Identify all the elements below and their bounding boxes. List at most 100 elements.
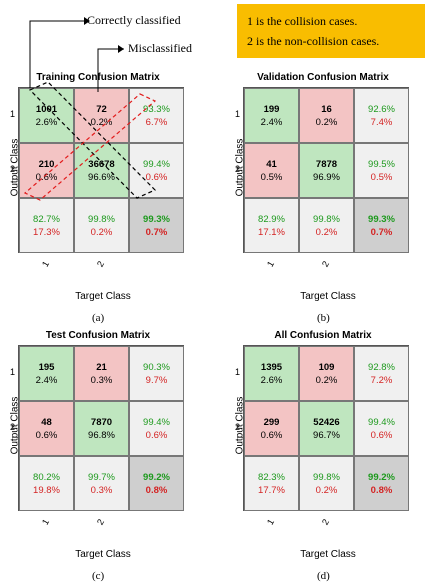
cell-percent: 0.3%: [90, 374, 113, 386]
cell-error: 0.2%: [315, 484, 338, 496]
cell-percent: 0.2%: [90, 116, 113, 128]
matrix-cell: 99.2% 0.8%: [129, 456, 184, 511]
cell-error: 6.7%: [145, 116, 168, 128]
cell-percent: 0.2%: [315, 116, 338, 128]
y-tick-label: 1: [10, 367, 16, 377]
cell-count: 199: [263, 103, 280, 115]
cell-error: 0.2%: [90, 226, 113, 238]
matrix-cell: 36678 96.6%: [74, 143, 129, 198]
cell-percent: 0.5%: [260, 171, 283, 183]
annotation-misclassified: Misclassified: [128, 41, 192, 55]
y-tick-label: 2: [235, 164, 241, 174]
matrix-cell: 90.3% 9.7%: [129, 346, 184, 401]
cell-error: 0.6%: [145, 429, 168, 441]
cell-count: 52426: [313, 416, 340, 428]
matrix-cell: 99.3% 0.7%: [129, 198, 184, 253]
legend-line-1: 1 is the collision cases.: [247, 14, 358, 28]
annotation-overlay: [23, 17, 157, 201]
matrix-cell: 7870 96.8%: [74, 401, 129, 456]
cell-accuracy: 82.3%: [258, 471, 285, 483]
panel-title: Test Confusion Matrix: [45, 330, 151, 341]
dashed-box-correct-diagonal: [28, 81, 157, 199]
cell-count: 109: [318, 361, 335, 373]
matrix-cell: 21 0.3%: [74, 346, 129, 401]
x-axis-label: Target Class: [75, 549, 131, 560]
matrix-cell: 1395 2.6%: [244, 346, 299, 401]
matrix-cell: 92.6% 7.4%: [354, 88, 409, 143]
matrix-cell: 99.4% 0.6%: [129, 401, 184, 456]
cell-error: 0.5%: [370, 171, 393, 183]
matrix-cell: 16 0.2%: [299, 88, 354, 143]
matrix-cell: 48 0.6%: [19, 401, 74, 456]
cell-error: 7.2%: [370, 374, 393, 386]
y-tick-label: 1: [235, 367, 241, 377]
arrowhead-correct: [84, 17, 90, 25]
cell-percent: 96.8%: [88, 429, 115, 441]
confusion-matrix-grid: 1001 2.6% 72 0.2% 93.3% 6.7% 210 0.6% 36678 96.6%…: [18, 87, 184, 253]
x-axis-label: Target Class: [75, 291, 131, 302]
cell-accuracy: 99.2%: [368, 471, 395, 483]
y-tick-label: 2: [235, 422, 241, 432]
cell-accuracy: 99.8%: [313, 471, 340, 483]
cell-percent: 2.4%: [35, 374, 58, 386]
cell-count: 48: [41, 416, 52, 428]
legend-line-2: 2 is the non-collision cases.: [247, 34, 380, 48]
arrow-correct: [29, 20, 84, 88]
matrix-cell: 199 2.4%: [244, 88, 299, 143]
cell-error: 0.3%: [90, 484, 113, 496]
y-tick-label: 2: [10, 164, 16, 174]
confusion-matrix-grid: 1395 2.6% 109 0.2% 92.8% 7.2% 299 0.6% 52426 96.7…: [243, 345, 409, 511]
confusion-matrix-panel: Test Confusion Matrix Output Class 1 2 195 2.…: [8, 330, 188, 582]
cell-error: 17.1%: [258, 226, 285, 238]
matrix-cell: 195 2.4%: [19, 346, 74, 401]
legend-box: 1 is the collision cases. 2 is the non-c…: [237, 4, 425, 58]
cell-accuracy: 90.3%: [143, 361, 170, 373]
cell-count: 36678: [88, 158, 115, 170]
cell-count: 299: [263, 416, 280, 428]
matrix-cell: 93.3% 6.7%: [129, 88, 184, 143]
matrix-cell: 299 0.6%: [244, 401, 299, 456]
cell-accuracy: 99.3%: [368, 213, 395, 225]
y-tick-label: 1: [235, 109, 241, 119]
matrix-cell: 99.8% 0.2%: [299, 456, 354, 511]
cell-error: 0.2%: [315, 226, 338, 238]
matrix-cell: 99.4% 0.6%: [354, 401, 409, 456]
cell-error: 0.6%: [370, 429, 393, 441]
matrix-cell: 99.5% 0.5%: [354, 143, 409, 198]
cell-accuracy: 99.7%: [88, 471, 115, 483]
cell-accuracy: 80.2%: [33, 471, 60, 483]
matrix-cell: 210 0.6%: [19, 143, 74, 198]
cell-count: 210: [38, 158, 55, 170]
cell-count: 72: [96, 103, 107, 115]
matrix-cell: 99.4% 0.6%: [129, 143, 184, 198]
cell-error: 17.7%: [258, 484, 285, 496]
matrix-cell: 41 0.5%: [244, 143, 299, 198]
cell-percent: 0.2%: [315, 374, 338, 386]
cell-accuracy: 82.7%: [33, 213, 60, 225]
cell-percent: 2.4%: [260, 116, 283, 128]
cell-error: 17.3%: [33, 226, 60, 238]
cell-count: 1395: [260, 361, 283, 373]
matrix-cell: 99.3% 0.7%: [354, 198, 409, 253]
matrix-cell: 52426 96.7%: [299, 401, 354, 456]
cell-error: 0.8%: [145, 484, 168, 496]
matrix-cell: 82.7% 17.3%: [19, 198, 74, 253]
cell-error: 0.8%: [370, 484, 393, 496]
cell-percent: 2.6%: [260, 374, 283, 386]
cell-count: 41: [266, 158, 277, 170]
cell-accuracy: 99.3%: [143, 213, 170, 225]
confusion-matrix-grid: 199 2.4% 16 0.2% 92.6% 7.4% 41 0.5% 7878 96.9% 99.…: [243, 87, 409, 253]
matrix-cell: 1001 2.6%: [19, 88, 74, 143]
cell-error: 0.7%: [370, 226, 393, 238]
cell-error: 0.7%: [145, 226, 168, 238]
cell-percent: 96.9%: [313, 171, 340, 183]
y-tick-label: 1: [10, 109, 16, 119]
cell-count: 7878: [315, 158, 338, 170]
cell-percent: 0.6%: [260, 429, 283, 441]
matrix-cell: 99.8% 0.2%: [74, 198, 129, 253]
cell-accuracy: 99.4%: [368, 416, 395, 428]
cell-count: 195: [38, 361, 55, 373]
matrix-cell: 109 0.2%: [299, 346, 354, 401]
matrix-cell: 80.2% 19.8%: [19, 456, 74, 511]
panel-caption: (c): [92, 570, 105, 582]
